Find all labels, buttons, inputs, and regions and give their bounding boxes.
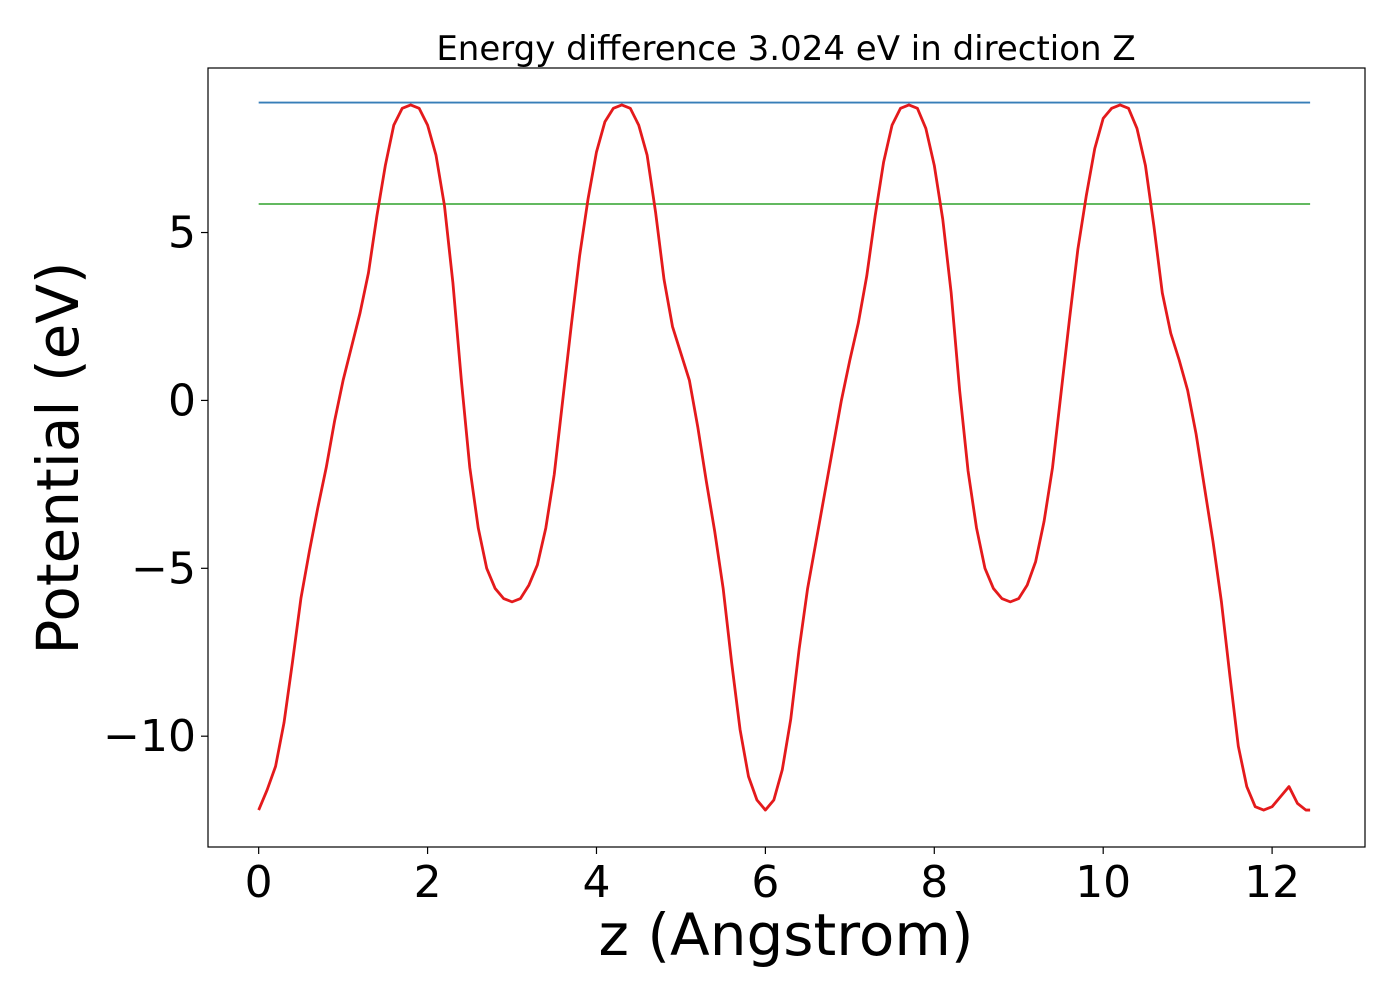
y-tick-label: −10 — [103, 711, 196, 762]
y-axis-ticks: −10 −5 0 5 — [103, 208, 208, 762]
x-tick-label: 8 — [920, 857, 948, 908]
x-tick-label: 6 — [751, 857, 779, 908]
x-axis-ticks: 0 2 4 6 8 10 12 — [245, 847, 1300, 908]
x-tick-label: 12 — [1244, 857, 1300, 908]
series-line-potential — [257, 103, 1311, 812]
x-tick-label: 10 — [1075, 857, 1131, 908]
series-layer — [257, 101, 1311, 812]
plot-frame — [207, 67, 1366, 848]
y-tick-label: 0 — [168, 375, 196, 426]
x-tick-label: 0 — [245, 857, 273, 908]
x-axis-label: z (Angstrom) — [599, 901, 974, 969]
chart-title: Energy difference 3.024 eV in direction … — [436, 29, 1135, 69]
y-axis-label: Potential (eV) — [24, 261, 92, 654]
y-tick-label: 5 — [168, 208, 196, 259]
y-tick-label: −5 — [131, 543, 196, 594]
x-tick-label: 4 — [582, 857, 610, 908]
x-tick-label: 2 — [414, 857, 442, 908]
